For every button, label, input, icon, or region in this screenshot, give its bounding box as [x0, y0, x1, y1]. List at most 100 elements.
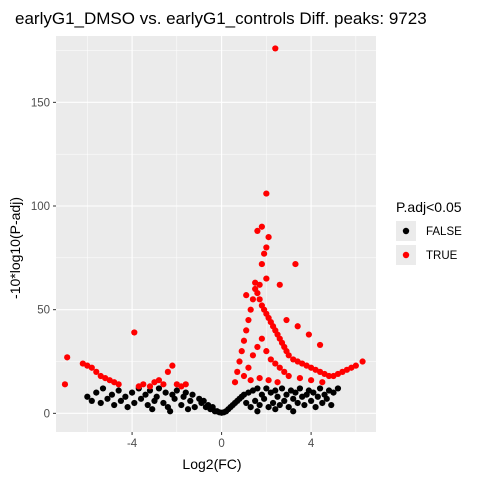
data-point-false [144, 401, 151, 409]
data-point-true [240, 372, 248, 380]
data-point-true [292, 260, 299, 268]
plot-panel [56, 36, 376, 432]
x-axis-ticks: -4 0 4 [127, 432, 315, 450]
data-point-true [240, 337, 248, 344]
data-point-false [278, 385, 286, 392]
data-point-false [124, 404, 131, 411]
data-point-true [352, 362, 359, 369]
data-point-false [162, 389, 169, 396]
data-point-true [267, 356, 274, 363]
data-point-false [256, 401, 263, 409]
data-point-true [234, 368, 241, 375]
data-point-true [169, 362, 176, 369]
legend-label-true: TRUE [426, 250, 458, 262]
data-point-true [249, 296, 257, 303]
legend-title: P.adj<0.05 [396, 199, 462, 215]
data-point-false [290, 395, 297, 402]
data-point-false [128, 389, 136, 396]
data-point-true [88, 364, 95, 371]
data-point-true [254, 227, 261, 234]
data-point-true [296, 374, 304, 382]
data-point-false [115, 387, 122, 394]
y-axis-title: -10*log10(P-adj) [7, 197, 23, 299]
data-point-true [245, 316, 252, 324]
data-point-false [247, 404, 254, 411]
data-point-false [290, 408, 297, 415]
data-point-true [272, 360, 279, 367]
data-point-false [334, 385, 342, 392]
data-point-false [184, 406, 192, 413]
data-point-false [88, 397, 95, 405]
data-point-false [254, 385, 261, 392]
chart-title: earlyG1_DMSO vs. earlyG1_controls Diff. … [15, 9, 427, 28]
data-point-false [252, 397, 259, 405]
data-point-false [276, 401, 283, 409]
data-point-true [258, 260, 265, 268]
data-point-true [146, 383, 154, 390]
data-point-false [323, 395, 330, 402]
data-point-true [258, 223, 265, 230]
data-point-true [276, 281, 283, 288]
legend: P.adj<0.05 FALSE TRUE [396, 199, 462, 265]
data-point-false [316, 385, 324, 392]
data-point-true [325, 372, 333, 380]
data-point-false [99, 385, 107, 392]
data-point-true [155, 377, 163, 384]
data-point-false [243, 399, 250, 407]
data-point-false [308, 397, 315, 405]
data-point-false [269, 399, 277, 407]
data-point-true [258, 335, 265, 342]
data-point-false [310, 389, 317, 396]
data-point-false [111, 401, 118, 409]
data-point-false [330, 389, 337, 396]
data-point-false [160, 399, 167, 407]
data-point-false [294, 399, 301, 407]
x-tick-label: -4 [127, 438, 138, 450]
data-point-true [305, 331, 312, 338]
data-point-true [61, 381, 69, 388]
data-point-false [189, 391, 196, 398]
x-tick-label: 4 [308, 438, 315, 450]
data-point-false [263, 385, 270, 392]
data-point-true [245, 364, 252, 371]
legend-swatch-false [402, 227, 410, 235]
y-axis-ticks: 0 50 100 150 [31, 97, 56, 420]
data-point-true [265, 377, 272, 384]
data-point-false [93, 389, 100, 396]
data-point-false [84, 393, 91, 400]
data-point-false [167, 408, 174, 415]
data-point-false [312, 404, 319, 411]
data-point-true [249, 352, 257, 359]
data-point-false [254, 408, 261, 415]
data-point-true [243, 292, 250, 299]
data-point-true [238, 348, 245, 355]
data-point-false [155, 385, 163, 392]
data-point-false [173, 387, 180, 394]
data-point-false [272, 406, 279, 413]
data-point-true [359, 358, 366, 365]
data-point-true [140, 381, 147, 388]
data-point-true [254, 289, 261, 297]
data-point-false [187, 397, 194, 405]
data-point-true [115, 381, 122, 388]
data-point-true [281, 368, 288, 375]
y-tick-label: 100 [31, 201, 50, 213]
data-point-false [97, 399, 104, 407]
data-point-false [122, 393, 129, 400]
data-point-true [93, 368, 100, 375]
data-point-false [328, 401, 335, 409]
data-point-true [308, 377, 315, 384]
data-point-true [263, 348, 270, 355]
data-point-true [247, 377, 254, 384]
data-point-false [200, 397, 207, 405]
data-point-false [191, 404, 198, 411]
data-point-false [265, 404, 272, 411]
x-axis-title: Log2(FC) [182, 456, 241, 472]
data-point-true [263, 190, 270, 197]
data-point-false [108, 391, 116, 398]
data-point-false [182, 389, 189, 396]
data-point-false [285, 404, 292, 411]
data-point-false [261, 395, 268, 402]
data-point-true [285, 372, 292, 380]
